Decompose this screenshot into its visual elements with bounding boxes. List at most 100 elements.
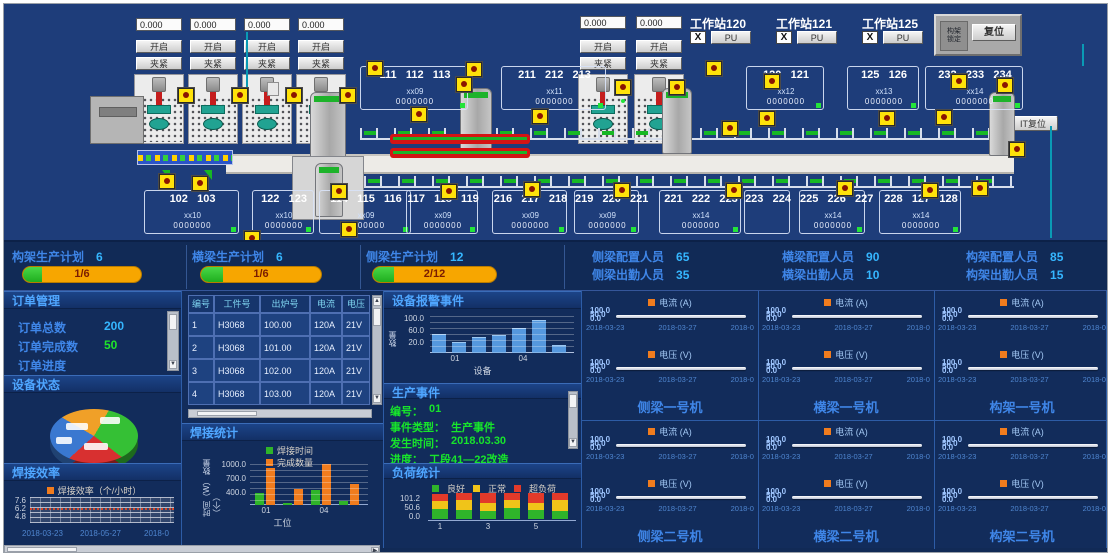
workstation-title: 工作站121 [776, 15, 860, 29]
table-cell[interactable]: 4 [188, 382, 214, 405]
warning-icon[interactable] [722, 121, 738, 136]
station-open-button[interactable]: 开启 [580, 40, 626, 53]
x-axis-tick: 1 [432, 523, 448, 531]
warning-icon[interactable] [524, 182, 540, 197]
scrollbar-right-arrow-icon[interactable]: ▶ [371, 547, 379, 552]
reset-button[interactable]: 复位 [972, 24, 1016, 41]
warning-icon[interactable] [726, 183, 742, 198]
station-value-display[interactable]: 0.000 [136, 18, 182, 31]
warning-icon[interactable] [951, 74, 967, 89]
table-cell[interactable]: 21V [342, 313, 370, 336]
table-cell[interactable]: 103.00 [260, 382, 310, 405]
warning-icon[interactable] [466, 62, 482, 77]
scrollbar-thumb[interactable] [197, 411, 257, 416]
workstation-pu-button[interactable]: PU [797, 31, 837, 44]
y-axis-tick: 700.0 [218, 475, 246, 483]
workstation-pu-button[interactable]: PU [711, 31, 751, 44]
station-open-button[interactable]: 开启 [636, 40, 682, 53]
warning-icon[interactable] [879, 111, 895, 126]
warning-icon[interactable] [764, 74, 780, 89]
station-open-button[interactable]: 开启 [298, 40, 344, 53]
x-axis-date: 2018-0 [907, 375, 930, 384]
table-cell[interactable]: 2 [188, 336, 214, 359]
x-axis-tick: 04 [314, 507, 334, 515]
table-cell[interactable]: 21V [342, 382, 370, 405]
workstation-x-button[interactable]: X [776, 31, 792, 44]
warning-icon[interactable] [367, 61, 383, 76]
scrollbar-thumb[interactable] [373, 308, 381, 326]
table-hscrollbar[interactable] [188, 409, 372, 418]
warning-icon[interactable] [759, 111, 775, 126]
station-value-display[interactable]: 0.000 [244, 18, 290, 31]
station-group-counter: 0000000 [880, 221, 962, 230]
station-open-button[interactable]: 开启 [136, 40, 182, 53]
table-cell[interactable]: 3 [188, 359, 214, 382]
table-cell[interactable]: 101.00 [260, 336, 310, 359]
warning-icon[interactable] [178, 88, 194, 103]
station-value-display[interactable]: 0.000 [636, 16, 682, 29]
workstation-pu-button[interactable]: PU [883, 31, 923, 44]
bottom-hscrollbar[interactable]: ▶ [4, 545, 380, 553]
table-cell[interactable]: 102.00 [260, 359, 310, 382]
warning-icon[interactable] [615, 80, 631, 95]
warning-icon[interactable] [456, 77, 472, 92]
warning-icon[interactable] [997, 78, 1013, 93]
station-value-display[interactable]: 0.000 [190, 18, 236, 31]
warning-icon[interactable] [922, 183, 938, 198]
scrollbar-up-arrow-icon[interactable]: ▲ [373, 297, 381, 306]
warning-icon[interactable] [286, 88, 302, 103]
station-clamp-button[interactable]: 夹紧 [636, 57, 682, 70]
station-clamp-button[interactable]: 夹紧 [136, 57, 182, 70]
scrollbar-thumb[interactable] [169, 314, 177, 330]
station-open-button[interactable]: 开启 [190, 40, 236, 53]
warning-icon[interactable] [972, 181, 988, 196]
warning-icon[interactable] [532, 109, 548, 124]
warning-icon[interactable] [1009, 142, 1025, 157]
scrollbar-down-arrow-icon[interactable]: ▼ [569, 438, 577, 447]
station-clamp-button[interactable]: 夹紧 [298, 57, 344, 70]
table-cell[interactable]: H3068 [214, 313, 260, 336]
table-cell[interactable]: 21V [342, 359, 370, 382]
event-scrollbar[interactable]: ▼ [568, 391, 578, 449]
warning-icon[interactable] [192, 176, 208, 191]
warning-icon[interactable] [441, 184, 457, 199]
warning-icon[interactable] [936, 110, 952, 125]
station-clamp-button[interactable]: 夹紧 [190, 57, 236, 70]
station-value-display[interactable]: 0.000 [298, 18, 344, 31]
table-cell[interactable]: H3068 [214, 359, 260, 382]
station-open-button[interactable]: 开启 [244, 40, 290, 53]
workstation-x-button[interactable]: X [690, 31, 706, 44]
station-clamp-button[interactable]: 夹紧 [244, 57, 290, 70]
table-cell[interactable]: H3068 [214, 336, 260, 359]
table-vscrollbar[interactable]: ▲▼ [372, 295, 382, 405]
table-cell[interactable]: 120A [310, 313, 342, 336]
warning-icon[interactable] [340, 88, 356, 103]
scrollbar-thumb[interactable] [7, 547, 77, 552]
warning-icon[interactable] [341, 222, 357, 237]
table-cell[interactable]: H3068 [214, 382, 260, 405]
table-cell[interactable]: 120A [310, 336, 342, 359]
legend-swatch-icon [1000, 299, 1007, 306]
warning-icon[interactable] [232, 88, 248, 103]
workstation-x-button[interactable]: X [862, 31, 878, 44]
scrollbar-down-arrow-icon[interactable]: ▼ [373, 394, 381, 403]
table-cell[interactable]: 120A [310, 359, 342, 382]
warning-icon[interactable] [411, 107, 427, 122]
scrollbar-thumb[interactable] [569, 394, 577, 408]
table-cell[interactable]: 21V [342, 336, 370, 359]
event-row-label: 事件类型： [390, 419, 445, 433]
warning-icon[interactable] [614, 183, 630, 198]
warning-icon[interactable] [331, 184, 347, 199]
scrollbar-down-arrow-icon[interactable]: ▼ [169, 360, 177, 369]
table-cell[interactable]: 100.00 [260, 313, 310, 336]
warning-icon[interactable] [159, 174, 175, 189]
warning-icon[interactable] [669, 80, 685, 95]
station-group-code: xx10 [253, 211, 315, 220]
table-cell[interactable]: 120A [310, 382, 342, 405]
orders-scrollbar[interactable]: ▼ [167, 311, 179, 371]
x-axis-date: 2018-03-27 [1010, 375, 1048, 384]
table-cell[interactable]: 1 [188, 313, 214, 336]
station-value-display[interactable]: 0.000 [580, 16, 626, 29]
warning-icon[interactable] [837, 181, 853, 196]
warning-icon[interactable] [706, 61, 722, 76]
